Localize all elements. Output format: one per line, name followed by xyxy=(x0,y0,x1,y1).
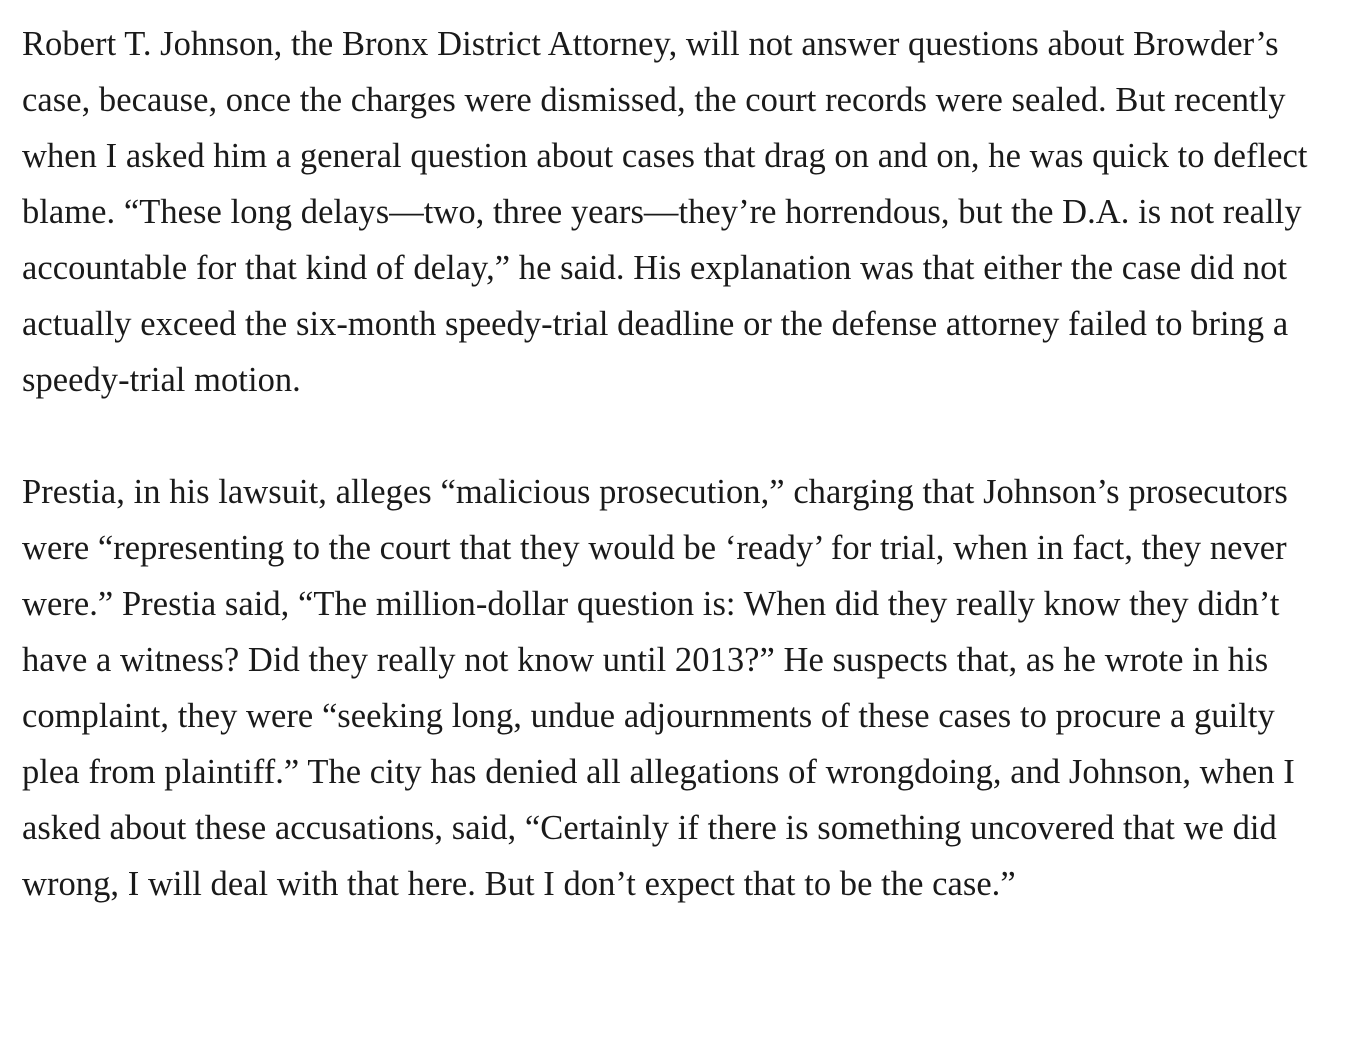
article-paragraph-1: Robert T. Johnson, the Bronx District At… xyxy=(22,25,1308,399)
article-paragraph-2: Prestia, in his lawsuit, alleges “malici… xyxy=(22,473,1295,903)
article-body: Robert T. Johnson, the Bronx District At… xyxy=(22,16,1327,912)
